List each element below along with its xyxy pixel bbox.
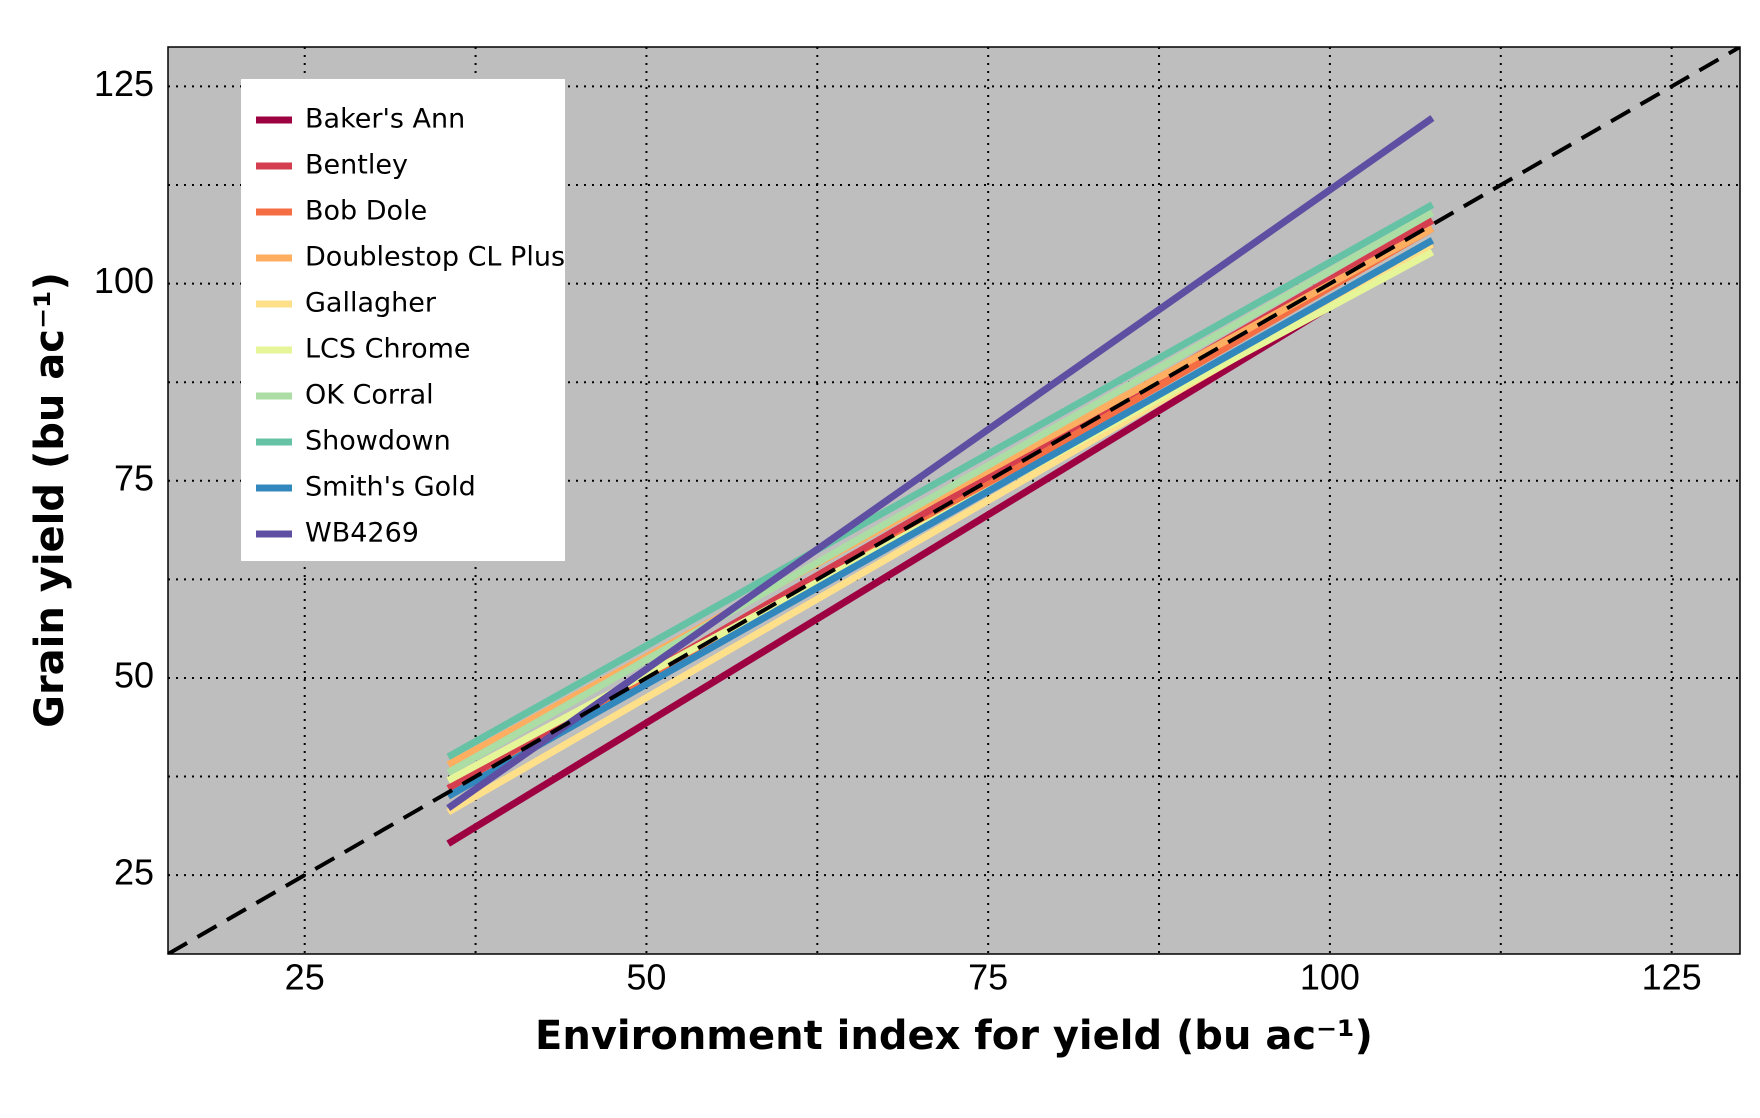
y-tick-label: 125	[94, 63, 154, 104]
legend-label: Showdown	[305, 426, 451, 457]
legend-label: LCS Chrome	[305, 334, 471, 365]
plot-border	[167, 46, 1741, 955]
x-tick-label: 75	[968, 957, 1008, 998]
identity-line	[168, 47, 1740, 954]
x-tick-label: 50	[626, 957, 666, 998]
legend-label: OK Corral	[305, 380, 434, 411]
x-tick-label: 125	[1642, 957, 1702, 998]
x-tick-label: 100	[1300, 957, 1360, 998]
y-tick-label: 75	[114, 457, 154, 498]
legend-label: WB4269	[305, 518, 419, 549]
legend-label: Smith's Gold	[305, 472, 476, 503]
legend-label: Bob Dole	[305, 196, 427, 227]
series-line	[446, 201, 1435, 760]
y-tick-label: 50	[114, 654, 154, 695]
x-axis-title: Environment index for yield (bu ac⁻¹)	[535, 1013, 1373, 1059]
x-tick-label: 25	[285, 957, 325, 998]
y-tick-label: 100	[94, 260, 154, 301]
legend-label: Gallagher	[305, 288, 437, 319]
series-line	[446, 115, 1435, 811]
legend-box	[241, 79, 565, 561]
y-axis-title: Grain yield (bu ac⁻¹)	[27, 272, 73, 728]
legend-label: Doublestop CL Plus	[305, 242, 565, 273]
y-tick-label: 25	[114, 852, 154, 893]
series-line	[446, 237, 1435, 800]
legend-label: Baker's Ann	[305, 104, 465, 135]
series-line	[446, 209, 1435, 776]
legend-label: Bentley	[305, 150, 408, 181]
